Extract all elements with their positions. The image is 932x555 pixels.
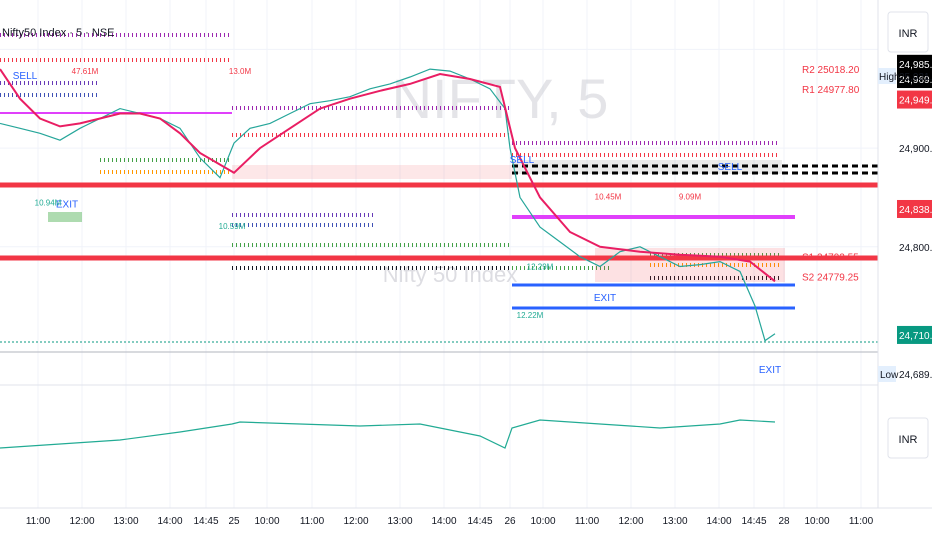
time-tick-16: 13:00 bbox=[662, 516, 687, 527]
price-badge-bg-1 bbox=[897, 70, 932, 89]
time-tick-0: 11:00 bbox=[26, 516, 51, 527]
time-tick-6: 10:00 bbox=[254, 516, 279, 527]
low-label: Low bbox=[880, 370, 899, 381]
volume-pane bbox=[0, 419, 776, 449]
time-tick-5: 25 bbox=[228, 516, 240, 527]
time-tick-9: 13:00 bbox=[387, 516, 412, 527]
currency-bottom: INR bbox=[899, 434, 918, 446]
time-tick-20: 10:00 bbox=[804, 516, 829, 527]
volume-label-4: 10.45M bbox=[595, 192, 622, 201]
price-badge-3: 24,838.30 bbox=[899, 205, 932, 216]
pivot-label-0: R2 25018.20 bbox=[802, 65, 860, 76]
time-tick-4: 14:45 bbox=[193, 516, 218, 527]
pivot-label-2: S1 24792.55 bbox=[802, 253, 859, 264]
price-badge-4: 24,710.70 bbox=[899, 331, 932, 342]
time-tick-7: 11:00 bbox=[300, 516, 325, 527]
time-tick-3: 14:00 bbox=[157, 516, 182, 527]
price-badge-0: 24,985.35 bbox=[899, 60, 932, 71]
high-label: High bbox=[879, 72, 900, 83]
zone-green bbox=[48, 212, 82, 222]
time-tick-11: 14:45 bbox=[467, 516, 492, 527]
price-badge-bg-2 bbox=[897, 90, 932, 109]
watermark-small: Nifty 50 Index bbox=[383, 262, 518, 287]
signal-label-5: EXIT bbox=[759, 365, 781, 376]
ma-series-line bbox=[0, 68, 776, 283]
axis-tick-1: 24,800.00 bbox=[899, 243, 932, 254]
volume-label-5: 9.09M bbox=[679, 192, 702, 201]
time-tick-10: 14:00 bbox=[431, 516, 456, 527]
volume-label-1: 10.94M bbox=[35, 198, 62, 207]
time-tick-12: 26 bbox=[504, 516, 516, 527]
time-tick-21: 11:00 bbox=[849, 516, 874, 527]
volume-series-line bbox=[0, 419, 776, 449]
volume-label-2: 13.0M bbox=[229, 67, 252, 76]
chart-annotations: R2 25018.20 R1 24977.80 S1 24792.55 S2 2477… bbox=[13, 65, 860, 376]
volume-label-0: 47.61M bbox=[72, 67, 99, 76]
price-badge-2: 24,949.15 bbox=[899, 96, 932, 107]
watermark-big: NIFTY, 5 bbox=[392, 67, 609, 130]
time-tick-17: 14:00 bbox=[706, 516, 731, 527]
signal-label-0: SELL bbox=[13, 71, 38, 82]
symbol-title[interactable]: Nifty50 Index · 5 · NSE bbox=[2, 27, 115, 39]
low-value: 24,689.60 bbox=[899, 370, 932, 381]
signal-label-3: SELL bbox=[718, 162, 743, 173]
signal-label-2: SELL bbox=[510, 155, 535, 166]
price-badge-bg-4 bbox=[897, 325, 932, 344]
pivot-label-3: S2 24779.25 bbox=[802, 272, 859, 283]
zone-red bbox=[232, 165, 512, 179]
axis-tick-0: 24,900.00 bbox=[899, 144, 932, 155]
volume-label-6: 12.22M bbox=[517, 311, 544, 320]
time-tick-18: 14:45 bbox=[741, 516, 766, 527]
price-badge-bg-0 bbox=[897, 54, 932, 73]
time-tick-1: 12:00 bbox=[69, 516, 94, 527]
price-lines bbox=[0, 68, 878, 353]
low-label-box bbox=[878, 366, 896, 382]
signal-label-4: EXIT bbox=[594, 293, 616, 304]
pivot-label-1: R1 24977.80 bbox=[802, 85, 860, 96]
time-tick-19: 28 bbox=[778, 516, 790, 527]
signal-label-1: EXIT bbox=[56, 199, 78, 210]
time-tick-2: 13:00 bbox=[113, 516, 138, 527]
time-tick-8: 12:00 bbox=[343, 516, 368, 527]
time-tick-15: 12:00 bbox=[618, 516, 643, 527]
price-badge-bg-3 bbox=[897, 199, 932, 218]
time-tick-14: 11:00 bbox=[575, 516, 600, 527]
currency-box-top[interactable] bbox=[887, 11, 929, 53]
high-label-box bbox=[878, 68, 896, 84]
time-tick-13: 10:00 bbox=[530, 516, 555, 527]
price-badge-1: 24,969.95 bbox=[899, 75, 932, 86]
high-value: 25,021.55 bbox=[899, 72, 932, 83]
volume-label-3: 10.59M bbox=[219, 222, 246, 231]
time-axis[interactable]: 11:00 12:00 13:00 14:00 14:45 25 10:00 11:00 12:… bbox=[26, 516, 874, 527]
currency-box-bottom[interactable] bbox=[887, 417, 929, 459]
price-axis[interactable]: 24,900.00 24,800.00 24,985.35 24,969.95 24,9… bbox=[897, 54, 932, 344]
currency-top: INR bbox=[899, 28, 918, 40]
volume-label-7: 12.29M bbox=[527, 263, 554, 272]
